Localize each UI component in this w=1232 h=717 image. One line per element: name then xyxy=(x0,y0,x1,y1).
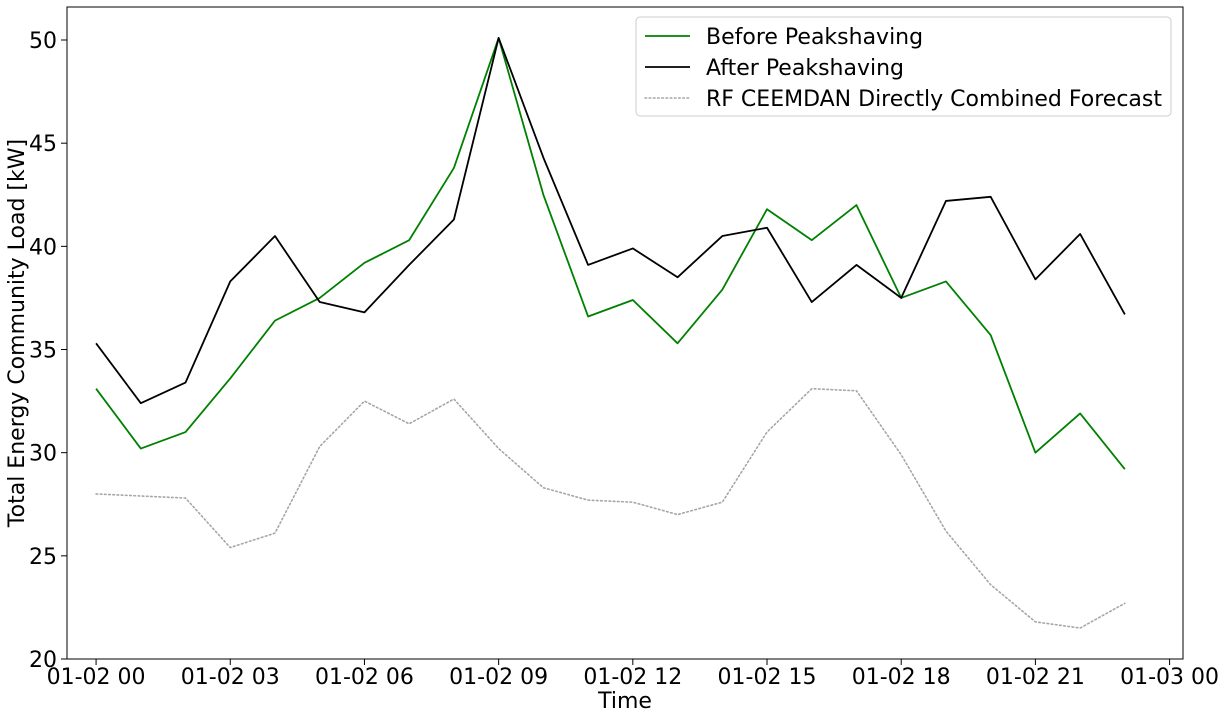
x-tick-label: 01-02 00 xyxy=(47,665,146,690)
y-tick-label: 40 xyxy=(29,235,57,260)
x-axis: 01-02 00 01-02 03 01-02 06 01-02 09 01-02 12… xyxy=(47,659,1219,690)
x-tick-label: 01-02 09 xyxy=(449,665,548,690)
y-axis: 20 25 30 35 40 45 50 xyxy=(29,29,67,673)
x-tick-label: 01-02 15 xyxy=(718,665,817,690)
legend: Before Peakshaving After Peakshaving RF CE… xyxy=(635,16,1172,117)
series-line-3 xyxy=(95,387,1126,629)
legend-box xyxy=(635,16,1172,117)
legend-label-2: After Peakshaving xyxy=(706,56,904,81)
plot-frame xyxy=(66,6,1184,660)
series-line-2 xyxy=(95,37,1126,405)
x-axis-title: Time xyxy=(597,689,652,714)
x-tick-label: 01-03 00 xyxy=(1120,665,1219,690)
x-tick-label: 01-02 18 xyxy=(852,665,951,690)
x-tick-label: 01-02 03 xyxy=(181,665,280,690)
y-tick-label: 30 xyxy=(29,442,57,467)
x-tick-label: 01-02 21 xyxy=(986,665,1085,690)
series-line-1 xyxy=(95,37,1126,470)
x-tick-label: 01-02 06 xyxy=(315,665,414,690)
y-tick-label: 20 xyxy=(29,648,57,673)
y-tick-label: 35 xyxy=(29,339,57,364)
plot-lines xyxy=(95,37,1126,629)
y-tick-label: 45 xyxy=(29,132,57,157)
y-axis-title: Total Energy Community Load [kW] xyxy=(5,139,30,528)
y-tick-label: 50 xyxy=(29,29,57,54)
legend-label-1: Before Peakshaving xyxy=(706,25,923,50)
x-tick-label: 01-02 12 xyxy=(583,665,682,690)
legend-label-3: RF CEEMDAN Directly Combined Forecast xyxy=(706,87,1162,112)
y-tick-label: 25 xyxy=(29,545,57,570)
